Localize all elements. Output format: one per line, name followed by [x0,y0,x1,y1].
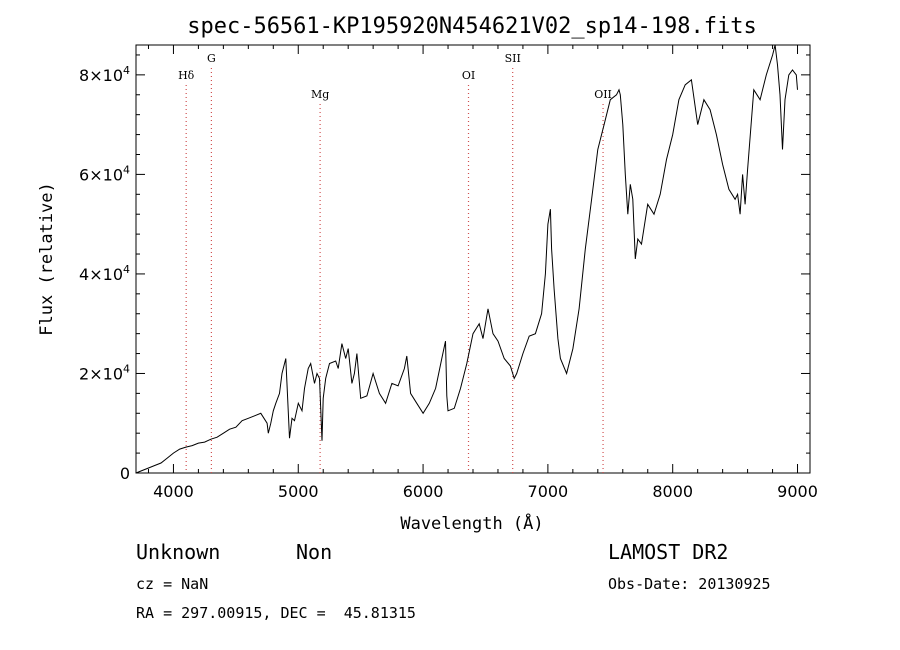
x-tick-label: 4000 [153,482,194,501]
y-axis-label: Flux (relative) [37,182,57,336]
redshift-label: cz = NaN [136,575,209,593]
y-tick-label: 0 [120,464,130,483]
line-marker-label: Hδ [178,69,195,82]
axis-ticks: 4000 5000 6000 7000 8000 9000 0 2×104 4×104 6×104… [79,45,818,501]
y-tick-label: 2×104 [79,362,130,383]
flux-series-line [135,44,798,474]
emission-line-markers: Hδ G Mg OI SII OII [178,52,612,473]
line-marker-label: OI [462,69,475,82]
chart-title: spec-56561-KP195920N454621V02_sp14-198.f… [187,14,757,39]
coordinates-label: RA = 297.00915, DEC = 45.81315 [136,604,416,622]
plot-frame [135,44,811,474]
line-marker-label: SII [505,52,521,65]
line-marker-label: G [207,52,216,65]
x-tick-label: 7000 [528,482,569,501]
survey-label: LAMOST DR2 [608,540,729,564]
y-tick-label: 6×104 [79,163,130,184]
object-class-label: Unknown [136,540,221,564]
x-tick-label: 6000 [403,482,444,501]
line-marker-label: OII [594,88,612,101]
line-marker-label: Mg [311,88,329,101]
x-tick-label: 9000 [777,482,818,501]
x-tick-label: 5000 [278,482,319,501]
obs-date-label: Obs-Date: 20130925 [608,575,771,593]
subclass-label: Non [296,540,333,564]
y-tick-label: 8×104 [79,64,130,85]
y-tick-label: 4×104 [79,263,130,284]
x-axis-label: Wavelength (Å) [400,512,543,534]
x-tick-label: 8000 [652,482,693,501]
